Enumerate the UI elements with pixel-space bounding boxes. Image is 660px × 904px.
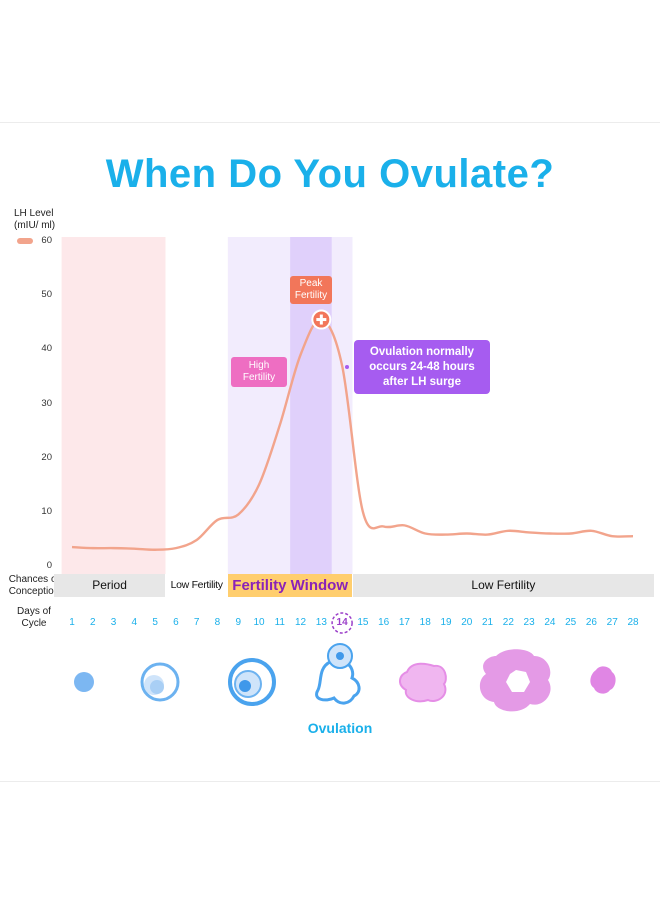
day-number: 27 bbox=[606, 617, 618, 628]
conception-band-low-fertility: Low Fertility bbox=[352, 574, 655, 597]
corpus-luteum-1-icon bbox=[399, 662, 447, 703]
day-number: 1 bbox=[69, 617, 75, 628]
day-number: 10 bbox=[253, 617, 265, 628]
follicle-stage-3-icon bbox=[228, 658, 276, 706]
y-tick-label: 0 bbox=[46, 560, 52, 571]
day-number: 11 bbox=[274, 617, 285, 628]
follicle-stage-1-icon bbox=[74, 672, 94, 692]
day-number: 23 bbox=[523, 617, 535, 628]
day-number: 6 bbox=[173, 617, 179, 628]
day-number: 12 bbox=[294, 617, 307, 628]
day-number: 24 bbox=[544, 617, 556, 628]
day-number: 19 bbox=[440, 617, 452, 628]
day-number: 4 bbox=[131, 617, 138, 628]
day-number: 25 bbox=[565, 617, 577, 628]
day-number: 13 bbox=[315, 617, 327, 628]
day-number: 3 bbox=[110, 617, 117, 628]
day-number: 8 bbox=[214, 617, 221, 628]
ovulation-note-pointer bbox=[345, 365, 349, 369]
day-number: 26 bbox=[585, 617, 597, 628]
ovulation-label: Ovulation bbox=[307, 720, 373, 736]
day-number: 16 bbox=[378, 617, 390, 628]
y-axis-label: LH Level (mIU/ ml) bbox=[14, 208, 56, 231]
region-period bbox=[61, 237, 166, 574]
legend-swatch bbox=[17, 238, 33, 245]
conception-band-fertility-window: Fertility Window bbox=[227, 574, 353, 597]
y-tick-label: 50 bbox=[41, 289, 52, 301]
day-number: 28 bbox=[627, 617, 639, 628]
ovulation-egg-icon bbox=[315, 643, 361, 705]
conception-band-period: Period bbox=[53, 574, 166, 597]
page-title: When Do You Ovulate? bbox=[105, 152, 555, 196]
day-number: 5 bbox=[152, 617, 158, 628]
day-number: 7 bbox=[193, 617, 200, 628]
day-number: 17 bbox=[398, 617, 410, 628]
ovulation-day-ring bbox=[331, 612, 353, 634]
ovulation-note-callout: Ovulation normally occurs 24-48 hours af… bbox=[354, 340, 490, 394]
peak-plus-v bbox=[319, 314, 323, 325]
ovulation-day-number: 14 bbox=[336, 617, 348, 628]
y-tick-label: 40 bbox=[41, 343, 52, 355]
y-tick-label: 30 bbox=[41, 397, 52, 409]
y-tick-label: 60 bbox=[41, 235, 52, 246]
day-number: 20 bbox=[461, 617, 473, 628]
stage-illustrations bbox=[74, 643, 616, 712]
day-number: 2 bbox=[89, 617, 96, 628]
y-tick-label: 10 bbox=[41, 505, 52, 517]
peak-fertility-callout: Peak Fertility bbox=[290, 276, 332, 304]
corpus-albicans-icon bbox=[590, 666, 616, 694]
conception-band-low-fertility: Low Fertility bbox=[165, 574, 228, 597]
follicle-stage-2-icon bbox=[140, 662, 180, 702]
high-fertility-callout: High Fertility bbox=[231, 357, 287, 387]
legend bbox=[17, 236, 41, 247]
y-tick-label: 20 bbox=[41, 451, 52, 463]
day-number: 22 bbox=[502, 617, 514, 628]
day-number: 15 bbox=[357, 617, 369, 628]
lh-curve bbox=[71, 318, 634, 551]
day-number: 9 bbox=[235, 617, 241, 628]
day-number: 21 bbox=[481, 617, 494, 628]
corpus-luteum-center-icon bbox=[506, 670, 530, 692]
days-label: Days of Cycle bbox=[17, 606, 51, 629]
day-number: 18 bbox=[419, 617, 431, 628]
